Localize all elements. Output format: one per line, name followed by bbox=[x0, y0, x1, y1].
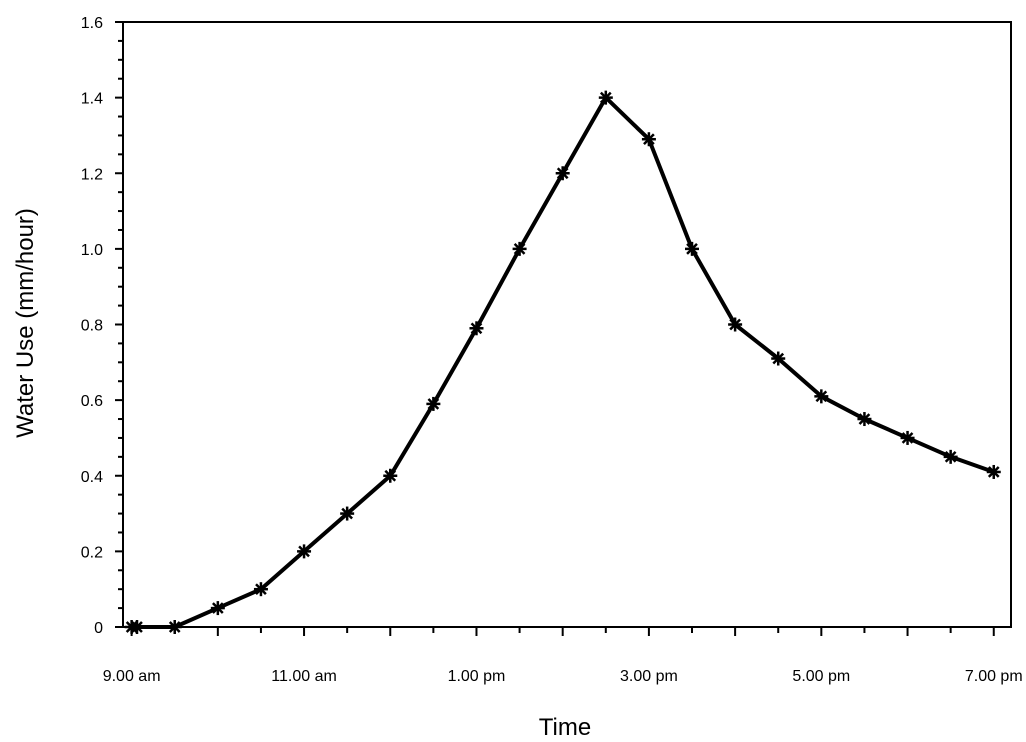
y-tick-label: 0 bbox=[94, 620, 103, 637]
y-axis-title: Water Use (mm/hour) bbox=[12, 208, 39, 438]
data-point-marker bbox=[383, 468, 398, 483]
data-point-marker bbox=[253, 582, 268, 597]
series-line bbox=[129, 95, 995, 629]
x-axis-title: Time bbox=[539, 714, 591, 741]
y-tick-label: 1.0 bbox=[81, 242, 103, 259]
data-point-marker bbox=[685, 241, 700, 256]
y-tick-label: 0.6 bbox=[81, 393, 103, 410]
data-point-marker bbox=[512, 241, 527, 256]
x-tick-label: 5.00 pm bbox=[792, 668, 850, 685]
series-markers bbox=[124, 90, 1001, 634]
x-axis: 9.00 am 11.00 am 1.00 pm 3.00 pm 5.00 pm 7.00… bbox=[103, 627, 1023, 685]
x-tick-label: 3.00 pm bbox=[620, 668, 678, 685]
x-tick-label: 1.00 pm bbox=[448, 668, 506, 685]
data-point-marker bbox=[598, 90, 613, 105]
data-point-marker bbox=[641, 132, 656, 147]
data-point-marker bbox=[900, 430, 915, 445]
y-tick-label: 0.4 bbox=[81, 469, 103, 486]
y-tick-label: 1.4 bbox=[81, 91, 103, 108]
plot-frame bbox=[122, 21, 1012, 628]
data-point-marker bbox=[814, 389, 829, 404]
data-point-marker bbox=[167, 620, 182, 634]
data-point-marker bbox=[297, 544, 312, 559]
y-tick-label: 1.6 bbox=[81, 15, 103, 32]
data-point-marker bbox=[469, 321, 484, 336]
data-point-marker bbox=[728, 317, 743, 332]
data-point-marker bbox=[124, 620, 139, 634]
x-tick-label: 9.00 am bbox=[103, 668, 161, 685]
x-tick-label: 7.00 pm bbox=[965, 668, 1023, 685]
data-point-marker bbox=[943, 449, 958, 464]
y-axis: 0 0.2 0.4 0.6 0.8 1.0 1.2 1.4 1.6 bbox=[81, 15, 123, 637]
y-tick-label: 0.2 bbox=[81, 544, 103, 561]
y-tick-label: 0.8 bbox=[81, 318, 103, 335]
data-point-marker bbox=[857, 412, 872, 427]
data-point-marker bbox=[340, 506, 355, 521]
data-point-marker bbox=[555, 166, 570, 181]
data-point-marker bbox=[771, 351, 786, 366]
data-point-marker bbox=[986, 464, 1001, 479]
x-tick-label: 11.00 am bbox=[271, 668, 337, 685]
y-tick-label: 1.2 bbox=[81, 166, 103, 183]
data-point-marker bbox=[426, 396, 441, 411]
data-point-marker bbox=[210, 601, 225, 616]
